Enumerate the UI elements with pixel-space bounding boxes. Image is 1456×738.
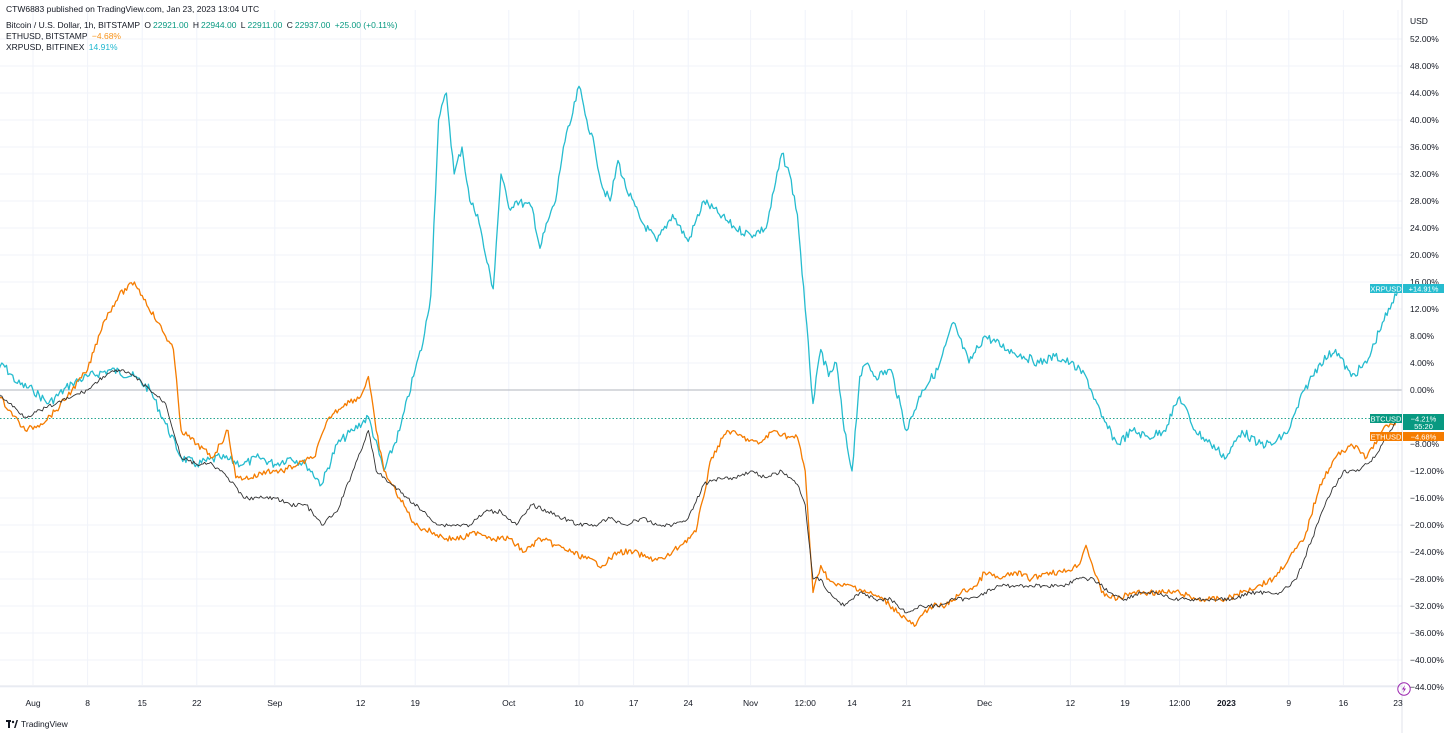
y-tick-label: −40.00% — [1410, 655, 1444, 665]
footer-brand: TradingView — [21, 719, 68, 729]
xrp-percent: 14.91% — [88, 42, 118, 52]
btc-close-value: 22937.00 — [294, 20, 331, 30]
publisher-caption: CTW6883 published on TradingView.com, Ja… — [6, 4, 261, 15]
x-tick-label: 10 — [574, 698, 584, 708]
x-tick-label: 8 — [85, 698, 90, 708]
y-tick-label: 20.00% — [1410, 250, 1439, 260]
btc-legend-row[interactable]: Bitcoin / U.S. Dollar, 1h, BITSTAMP O 229… — [6, 20, 399, 31]
y-tick-label: −36.00% — [1410, 628, 1444, 638]
x-tick-label: 19 — [410, 698, 420, 708]
badge-countdown-text: 55:20 — [1414, 422, 1433, 431]
x-tick-label: 2023 — [1217, 698, 1236, 708]
btc-change: +25.00 (+0.11%) — [334, 20, 398, 30]
y-tick-label: 28.00% — [1410, 196, 1439, 206]
badge-value-text: −4.21% — [1411, 415, 1437, 424]
y-axis-currency: USD — [1410, 16, 1428, 26]
badge-value-bg — [1403, 284, 1444, 293]
y-tick-label: 16.00% — [1410, 277, 1439, 287]
lightning-bolt-icon[interactable] — [1397, 682, 1411, 696]
x-tick-label: 24 — [683, 698, 693, 708]
badge-symbol-text: XRPUSD — [1370, 285, 1402, 294]
y-tick-label: −12.00% — [1410, 466, 1444, 476]
btc-high-value: 22944.00 — [200, 20, 237, 30]
btc-open-value: 22921.00 — [153, 20, 189, 30]
btc-low-value: 22911.00 — [247, 20, 283, 30]
btc-close-label: C — [286, 20, 293, 30]
x-tick-label: 12:00 — [1169, 698, 1191, 708]
y-tick-label: −20.00% — [1410, 520, 1444, 530]
series-line-ethusd — [0, 281, 1399, 627]
x-tick-label: Dec — [977, 698, 993, 708]
badge-value-bg — [1403, 414, 1444, 430]
badge-value-bg — [1403, 432, 1444, 441]
badge-symbol-bg — [1370, 284, 1402, 293]
y-tick-label: −24.00% — [1410, 547, 1444, 557]
eth-percent: −4.68% — [91, 31, 121, 41]
publisher-text: CTW6883 published on TradingView.com, Ja… — [6, 4, 260, 14]
y-tick-label: 8.00% — [1410, 331, 1435, 341]
xrp-symbol[interactable]: XRPUSD, BITFINEX — [6, 42, 85, 52]
y-tick-label: 36.00% — [1410, 142, 1439, 152]
price-badge-ethusd[interactable]: ETHUSD −4.68% — [1370, 432, 1444, 442]
badge-value-text: +14.91% — [1409, 285, 1439, 294]
y-tick-label: 40.00% — [1410, 115, 1439, 125]
y-tick-label: −8.00% — [1410, 439, 1440, 449]
btc-symbol[interactable]: Bitcoin / U.S. Dollar, 1h, BITSTAMP — [6, 20, 140, 30]
series-line-xrpusd — [0, 85, 1399, 487]
y-tick-label: 48.00% — [1410, 61, 1439, 71]
x-tick-label: Sep — [267, 698, 282, 708]
x-tick-label: 23 — [1393, 698, 1403, 708]
eth-symbol[interactable]: ETHUSD, BITSTAMP — [6, 31, 88, 41]
tradingview-logo-icon — [6, 720, 18, 728]
x-tick-label: 21 — [902, 698, 912, 708]
x-tick-label: 16 — [1339, 698, 1349, 708]
badge-symbol-bg — [1370, 414, 1402, 423]
x-tick-label: Oct — [502, 698, 516, 708]
y-tick-label: −28.00% — [1410, 574, 1444, 584]
btc-high-label: H — [192, 20, 199, 30]
xrp-legend-row[interactable]: XRPUSD, BITFINEX 14.91% — [6, 42, 120, 53]
y-tick-label: −44.00% — [1410, 682, 1444, 692]
y-tick-label: 52.00% — [1410, 34, 1439, 44]
x-tick-label: Nov — [743, 698, 759, 708]
y-tick-label: −32.00% — [1410, 601, 1444, 611]
x-tick-label: 14 — [847, 698, 857, 708]
badge-symbol-text: BTCUSD — [1371, 415, 1402, 424]
x-tick-label: 15 — [137, 698, 147, 708]
x-tick-label: 19 — [1120, 698, 1130, 708]
badge-symbol-text: ETHUSD — [1371, 433, 1402, 442]
x-tick-label: 12:00 — [795, 698, 817, 708]
y-tick-label: 12.00% — [1410, 304, 1439, 314]
btc-open-label: O — [144, 20, 151, 30]
btc-low-label: L — [240, 20, 246, 30]
x-tick-label: 22 — [192, 698, 202, 708]
eth-legend-row[interactable]: ETHUSD, BITSTAMP −4.68% — [6, 31, 123, 42]
x-tick-label: 9 — [1286, 698, 1291, 708]
x-tick-label: 12 — [1066, 698, 1076, 708]
price-badge-xrpusd[interactable]: XRPUSD +14.91% — [1370, 284, 1444, 294]
x-tick-label: 12 — [356, 698, 366, 708]
y-tick-label: 32.00% — [1410, 169, 1439, 179]
y-tick-label: −16.00% — [1410, 493, 1444, 503]
y-tick-label: 24.00% — [1410, 223, 1439, 233]
badge-value-text: −4.68% — [1411, 433, 1437, 442]
series-line-btcusd — [0, 369, 1399, 614]
tradingview-footer[interactable]: TradingView — [6, 719, 68, 729]
x-tick-label: 17 — [629, 698, 639, 708]
price-badge-btcusd[interactable]: BTCUSD −4.21%55:20 — [1370, 414, 1444, 431]
x-tick-label: Aug — [25, 698, 40, 708]
y-tick-label: 0.00% — [1410, 385, 1435, 395]
grid-lines — [0, 10, 1402, 688]
y-tick-label: 4.00% — [1410, 358, 1435, 368]
badge-symbol-bg — [1370, 432, 1402, 441]
y-tick-label: 44.00% — [1410, 88, 1439, 98]
